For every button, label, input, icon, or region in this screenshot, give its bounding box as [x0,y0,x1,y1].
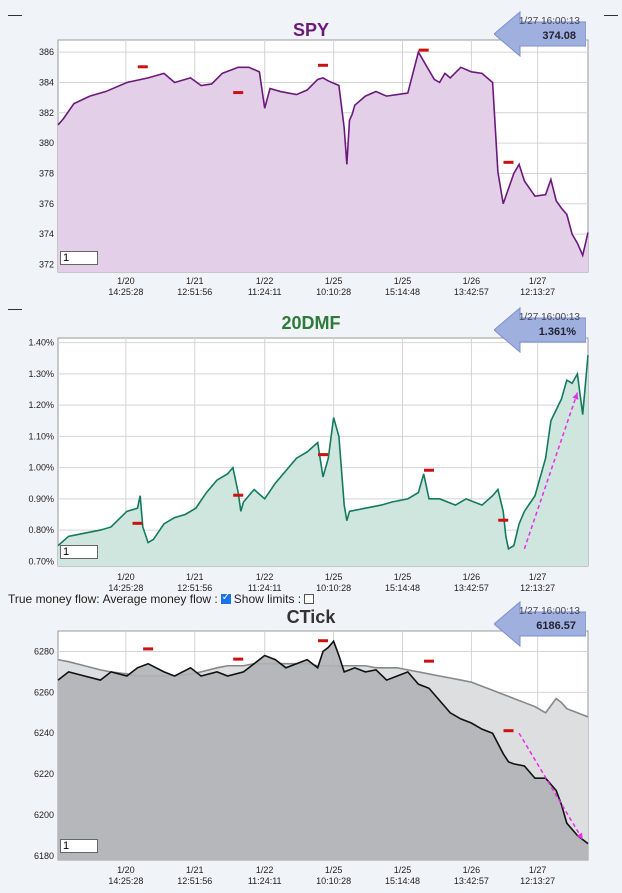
money-flow-controls: True money flow: Average money flow : Sh… [8,592,315,606]
ctick-series-line [57,639,589,845]
spy-event-marker [418,48,429,52]
spy-xtick-time: 10:10:28 [316,287,351,297]
dmf-readout-value: 1.361% [538,326,576,338]
ctick-ytick-label: 6180 [34,851,54,861]
ctick-plot-area [57,630,589,861]
ctick-trend-arrowhead [576,832,583,840]
spy-xtick-time: 13:42:57 [454,287,489,297]
spy-xtick-time: 12:13:27 [520,287,555,297]
ctick-event-marker [233,657,244,661]
ctick-xtick-date: 1/20 [117,865,135,875]
collapse-dmf-button[interactable]: — [8,300,22,316]
ctick-xtick-date: 1/21 [186,865,204,875]
spy-zoom-input[interactable]: 1 [60,251,98,265]
spy-event-marker [233,91,244,95]
spy-area [58,52,588,272]
ctick-avg-line [57,658,589,718]
ctick-xtick-date: 1/27 [529,865,547,875]
spy-xtick-time: 15:14:48 [385,287,420,297]
left-arrow-icon [494,306,586,354]
dmf-readout: 1/27 16:00:13 1.361% [494,306,586,354]
spy-series-line [57,50,589,258]
ctick-title: CTick [286,607,336,627]
ctick-event-marker [143,647,154,651]
ctick-event-marker [318,639,328,643]
spy-event-marker [137,65,148,69]
ctick-xtick-time: 11:24:11 [248,876,282,886]
spy-xtick-date: 1/21 [186,276,204,286]
spy-xtick-date: 1/27 [529,276,547,286]
dmf-readout-time: 1/27 16:00:13 [518,312,580,323]
ctick-event-marker [503,729,514,733]
spy-event-marker [503,160,514,164]
ctick-xtick-time: 12:13:27 [520,876,555,886]
ctick-ytick-label: 6240 [34,728,54,738]
spy-ytick-label: 382 [39,108,54,118]
spy-ytick-label: 384 [39,77,54,87]
spy-xtick-date: 1/25 [394,276,412,286]
left-arrow-icon [494,600,586,648]
ctick-xtick-time: 13:42:57 [454,876,489,886]
dmf-zoom-input[interactable]: 1 [60,545,98,559]
ctick-ytick-label: 6220 [34,769,54,779]
ctick-xtick-date: 1/22 [256,865,274,875]
avg-money-flow-checkbox[interactable] [220,592,231,604]
ctick-xtick-date: 1/25 [325,865,343,875]
true-money-flow-text: True money flow: [8,592,100,606]
ctick-xtick-time: 10:10:28 [316,876,351,886]
ctick-xtick-time: 12:51:56 [177,876,212,886]
spy-ytick-label: 376 [39,199,54,209]
ctick-xtick-time: 15:14:48 [385,876,420,886]
spy-ytick-label: 372 [39,259,54,269]
ctick-ytick-label: 6280 [34,646,54,656]
avg-money-flow-label: Average money flow : [102,592,218,606]
true-money-flow-label[interactable]: True money flow: [8,592,100,606]
ctick-xtick-date: 1/25 [394,865,412,875]
spy-xtick-time: 12:51:56 [177,287,212,297]
ctick-xtick-time: 14:25:28 [108,876,143,886]
show-limits-checkbox[interactable] [304,594,315,604]
ctick-avg-area [58,659,588,860]
spy-readout: 1/27 16:00:13 374.08 [494,10,586,58]
spy-xtick-time: 14:25:28 [108,287,143,297]
show-limits-label: Show limits : [233,592,302,606]
ctick-ytick-label: 6200 [34,810,54,820]
spy-xtick-date: 1/20 [117,276,135,286]
ctick-readout-value: 6186.57 [536,620,576,632]
ctick-ytick-label: 6260 [34,687,54,697]
dmf-title: 20DMF [281,313,341,333]
ctick-zoom-input[interactable]: 1 [60,839,98,853]
spy-chart: — — SPY 372 374 376 378 380 382 384 386 1/20 14:2… [0,0,622,300]
spy-xtick-date: 1/22 [256,276,274,286]
spy-readout-time: 1/27 16:00:13 [518,16,580,27]
ctick-event-marker [424,659,434,663]
spy-ytick-label: 380 [39,138,54,148]
spy-title: SPY [292,20,330,40]
spy-readout-value: 374.08 [542,30,576,42]
ctick-xtick-date: 1/26 [463,865,481,875]
spy-xtick-date: 1/26 [463,276,481,286]
spy-event-marker [318,63,328,67]
spy-ytick-label: 374 [39,229,54,239]
ctick-trend-arrow [518,732,584,840]
collapse-spy-button[interactable]: — [8,6,22,22]
spy-ytick-label: 386 [39,47,54,57]
spy-xtick-date: 1/25 [325,276,343,286]
ctick-readout: 1/27 16:00:13 6186.57 [494,600,586,648]
ctick-area [58,641,588,860]
collapse-spy-right-button[interactable]: — [604,6,618,22]
spy-xtick-time: 11:24:11 [248,287,282,297]
ctick-readout-time: 1/27 16:00:13 [518,606,580,617]
spy-ytick-label: 378 [39,168,54,178]
left-arrow-icon [494,10,586,58]
